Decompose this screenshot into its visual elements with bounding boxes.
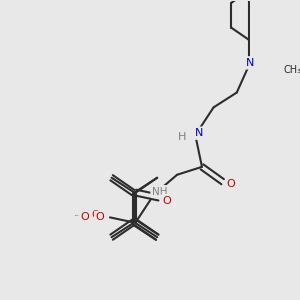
Text: H: H	[178, 132, 186, 142]
Text: N: N	[195, 128, 204, 138]
Text: methoxy: methoxy	[75, 215, 82, 216]
Text: O: O	[81, 212, 89, 222]
Text: O: O	[91, 210, 99, 220]
Text: methoxy: methoxy	[80, 216, 86, 217]
Text: O: O	[226, 179, 235, 189]
Text: N: N	[246, 58, 254, 68]
Text: O: O	[96, 212, 104, 222]
Text: NH: NH	[152, 187, 167, 196]
Text: O: O	[163, 196, 172, 206]
Text: CH₃: CH₃	[283, 65, 300, 75]
